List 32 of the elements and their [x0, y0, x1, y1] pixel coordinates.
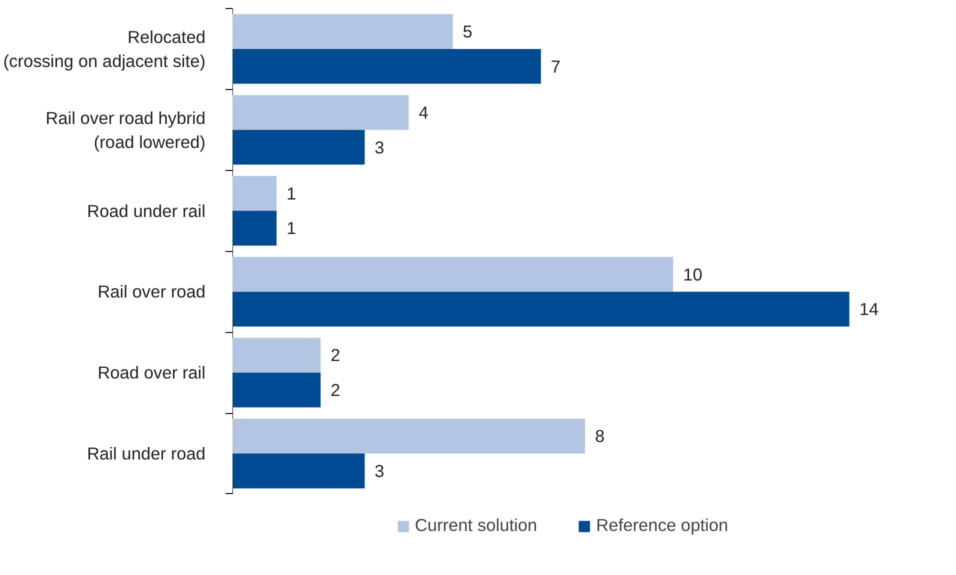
bar: [232, 176, 277, 211]
bar: [232, 418, 585, 454]
bar: [232, 210, 277, 246]
data-label: 14: [859, 299, 879, 320]
data-label: 3: [374, 460, 384, 481]
bar: [232, 454, 365, 488]
bar: [232, 372, 321, 408]
bar: [232, 256, 674, 292]
data-label: 1: [286, 183, 296, 204]
data-label: 2: [330, 380, 340, 400]
y-tick-label: Rail under road: [87, 444, 206, 464]
legend-label: Current solution: [414, 515, 538, 536]
data-label: 5: [462, 22, 472, 42]
y-tick-label: Rail over road: [98, 282, 206, 302]
data-label: 10: [683, 264, 702, 284]
bar: [232, 130, 365, 165]
bar: [232, 95, 409, 130]
data-label: 4: [418, 102, 429, 122]
data-label: 8: [594, 426, 605, 446]
legend-label: Reference option: [596, 515, 728, 536]
data-label: 3: [374, 137, 384, 158]
bar: [232, 338, 321, 373]
y-tick-label: Relocated (crossing on adjacent site): [3, 26, 206, 71]
bar: [232, 292, 850, 326]
y-tick-label: Road over rail: [98, 362, 206, 383]
y-tick-label: Rail over road hybrid (road lowered): [46, 108, 206, 152]
bar: [232, 14, 453, 49]
data-label: 7: [550, 56, 561, 76]
data-label: 2: [330, 345, 340, 366]
y-tick-label: Road under rail: [87, 200, 206, 221]
data-label: 1: [286, 218, 296, 238]
bar: [232, 48, 541, 84]
